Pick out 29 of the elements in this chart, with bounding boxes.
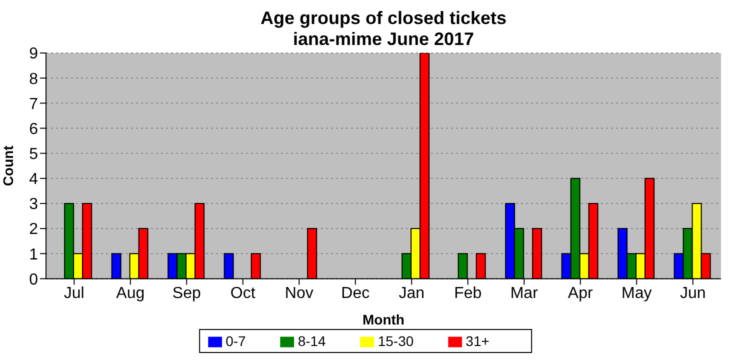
x-tick-label: Mar [510,285,539,302]
y-tick-label: 6 [29,120,38,138]
x-tick-label: Sep [172,285,201,302]
legend-label: 15-30 [378,332,414,349]
legend-label: 8-14 [298,332,326,349]
x-tick-label: Jun [680,285,706,302]
y-tick-label: 4 [29,171,38,188]
x-tick-label: Apr [568,285,594,302]
legend-label: 0-7 [226,332,246,349]
y-tick-label: 9 [29,46,38,63]
x-tick-label: Oct [230,285,256,302]
y-tick-label: 3 [29,196,38,214]
x-tick-label: Nov [284,285,314,302]
y-axis-title: Count [0,145,16,186]
y-tick-label: 5 [29,146,38,163]
x-tick-label: May [622,285,652,302]
x-tick-label: Jan [398,285,425,302]
chart-title: Age groups of closed tickets iana-mime June 2017 [259,8,508,50]
y-tick-label: 0 [29,271,38,288]
x-tick-label: Jul [64,285,84,302]
y-tick-label: 1 [29,246,38,264]
legend-label: 31+ [466,332,490,349]
y-tick-label: 7 [29,96,38,113]
y-tick-label: 2 [29,221,38,238]
x-tick-label: Feb [454,285,482,302]
x-axis-title: Month [362,312,404,328]
x-tick-label: Dec [341,285,370,302]
x-tick-label: Aug [116,285,145,302]
y-tick-label: 8 [29,70,38,88]
